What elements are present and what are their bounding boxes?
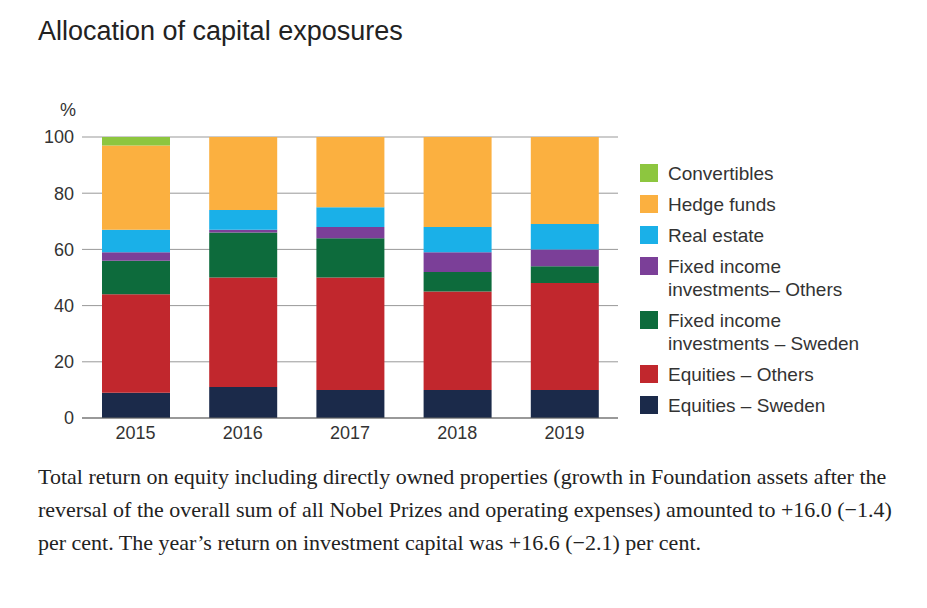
html-text:Hedge funds: Hedge funds <box>668 194 776 215</box>
html-text:Convertibles: Convertibles <box>668 163 774 184</box>
svg-text:0: 0 <box>64 408 74 428</box>
svg-text:100: 100 <box>44 127 74 147</box>
html-text:Allocation of capital exposure: Allocation of capital exposures <box>38 16 403 46</box>
svg-text:80: 80 <box>54 184 74 204</box>
svg-text:60: 60 <box>54 240 74 260</box>
svg-text:40: 40 <box>54 296 74 316</box>
svg-text:2016: 2016 <box>223 423 263 443</box>
svg-text:2018: 2018 <box>437 423 477 443</box>
html-text:Fixed income investments – Swe: Fixed income investments – Sweden <box>668 310 860 354</box>
html-text:Equities – Sweden: Equities – Sweden <box>668 395 826 416</box>
html-text:Total return on equity includi: Total return on equity including directl… <box>38 464 892 555</box>
html-text:Fixed income investments– Othe: Fixed income investments– Others <box>668 256 843 300</box>
html-text:Real estate: Real estate <box>668 225 765 246</box>
svg-text:20: 20 <box>54 352 74 372</box>
svg-text:2019: 2019 <box>544 423 584 443</box>
svg-text:2017: 2017 <box>330 423 370 443</box>
html-text:Equities – Others: Equities – Others <box>668 364 814 385</box>
svg-text:2015: 2015 <box>116 423 156 443</box>
